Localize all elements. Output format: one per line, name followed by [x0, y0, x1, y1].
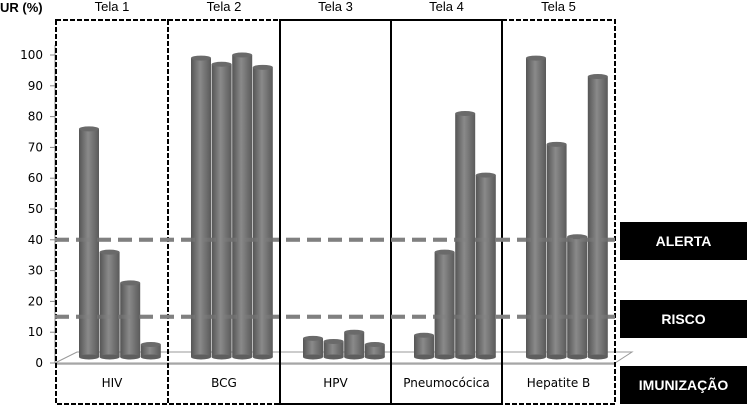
y-tick-label: 70	[28, 140, 43, 154]
bar	[140, 344, 161, 357]
bar-base	[303, 354, 323, 360]
panel-title: Tela 1	[95, 0, 130, 14]
category-label: Pneumocócica	[403, 376, 489, 390]
bar-top	[344, 329, 365, 335]
y-tick-label: 80	[28, 110, 43, 124]
bar-base	[567, 354, 588, 360]
bar-base	[344, 354, 365, 360]
bar-top	[232, 52, 253, 58]
bar-top	[191, 55, 211, 61]
bar	[191, 58, 211, 358]
bar	[546, 144, 567, 357]
bar-base	[120, 354, 141, 360]
bar-base	[323, 354, 344, 360]
y-tick-label: 40	[28, 233, 43, 247]
bar-top	[120, 280, 141, 286]
bar-base	[475, 354, 496, 360]
bar	[475, 175, 496, 357]
y-tick-label: 30	[28, 264, 43, 278]
bar-top	[323, 338, 344, 344]
bar	[99, 252, 120, 357]
bar	[232, 55, 253, 357]
bar-top	[364, 342, 385, 348]
bar	[455, 113, 476, 358]
bar-top	[526, 55, 546, 61]
category-label: BCG	[211, 376, 237, 390]
bar	[526, 58, 546, 358]
bar-base	[434, 354, 455, 360]
bar	[120, 282, 141, 357]
bar-top	[546, 141, 567, 147]
bar-top	[211, 61, 232, 67]
bar	[303, 338, 323, 357]
bar-base	[191, 354, 211, 360]
bar-top	[140, 342, 161, 348]
category-label: HIV	[102, 376, 124, 390]
bar	[252, 67, 273, 357]
bar	[414, 335, 434, 357]
bar-top	[475, 172, 496, 178]
bar-top	[252, 64, 273, 70]
bar-top	[567, 234, 588, 240]
bar	[364, 344, 385, 357]
bar	[434, 252, 455, 357]
panel-box	[501, 19, 616, 405]
bar-base	[455, 354, 476, 360]
bar-base	[526, 354, 546, 360]
bar-top	[99, 249, 120, 255]
bar	[79, 128, 99, 357]
bar-base	[140, 354, 161, 360]
bar	[567, 236, 588, 357]
bar-top	[455, 111, 476, 117]
y-tick-label: 50	[28, 202, 43, 216]
panel-title: Tela 3	[318, 0, 353, 14]
bar-base	[232, 354, 253, 360]
category-label: Hepatite B	[527, 376, 591, 390]
risco-label: RISCO	[620, 300, 747, 338]
bar-top	[587, 74, 608, 80]
panel-title: Tela 4	[429, 0, 464, 14]
bar-base	[79, 354, 99, 360]
bar-top	[414, 332, 434, 338]
y-tick-label: 0	[35, 356, 43, 370]
bar-top	[434, 249, 455, 255]
bar-base	[414, 354, 434, 360]
bar	[323, 341, 344, 357]
imunizacao-label: IMUNIZAÇÃO	[620, 366, 747, 404]
category-label: HPV	[323, 376, 348, 390]
bar-base	[99, 354, 120, 360]
panel-title: Tela 5	[541, 0, 576, 14]
bar-top	[303, 335, 323, 341]
y-tick-label: 100	[20, 48, 43, 62]
bar	[587, 76, 608, 357]
bar-base	[211, 354, 232, 360]
y-tick-label: 60	[28, 171, 43, 185]
bar-base	[252, 354, 273, 360]
bar-top	[79, 126, 99, 132]
y-tick-label: 10	[28, 325, 43, 339]
bar	[211, 64, 232, 358]
panel-title: Tela 2	[207, 0, 242, 14]
bar	[344, 332, 365, 357]
bar-base	[546, 354, 567, 360]
alerta-label: ALERTA	[620, 222, 747, 260]
y-tick-label: 90	[28, 79, 43, 93]
chart-floor	[54, 351, 634, 364]
bar-base	[364, 354, 385, 360]
bar-base	[587, 354, 608, 360]
y-axis-title: UR (%)	[0, 0, 43, 15]
y-tick-label: 20	[28, 294, 43, 308]
